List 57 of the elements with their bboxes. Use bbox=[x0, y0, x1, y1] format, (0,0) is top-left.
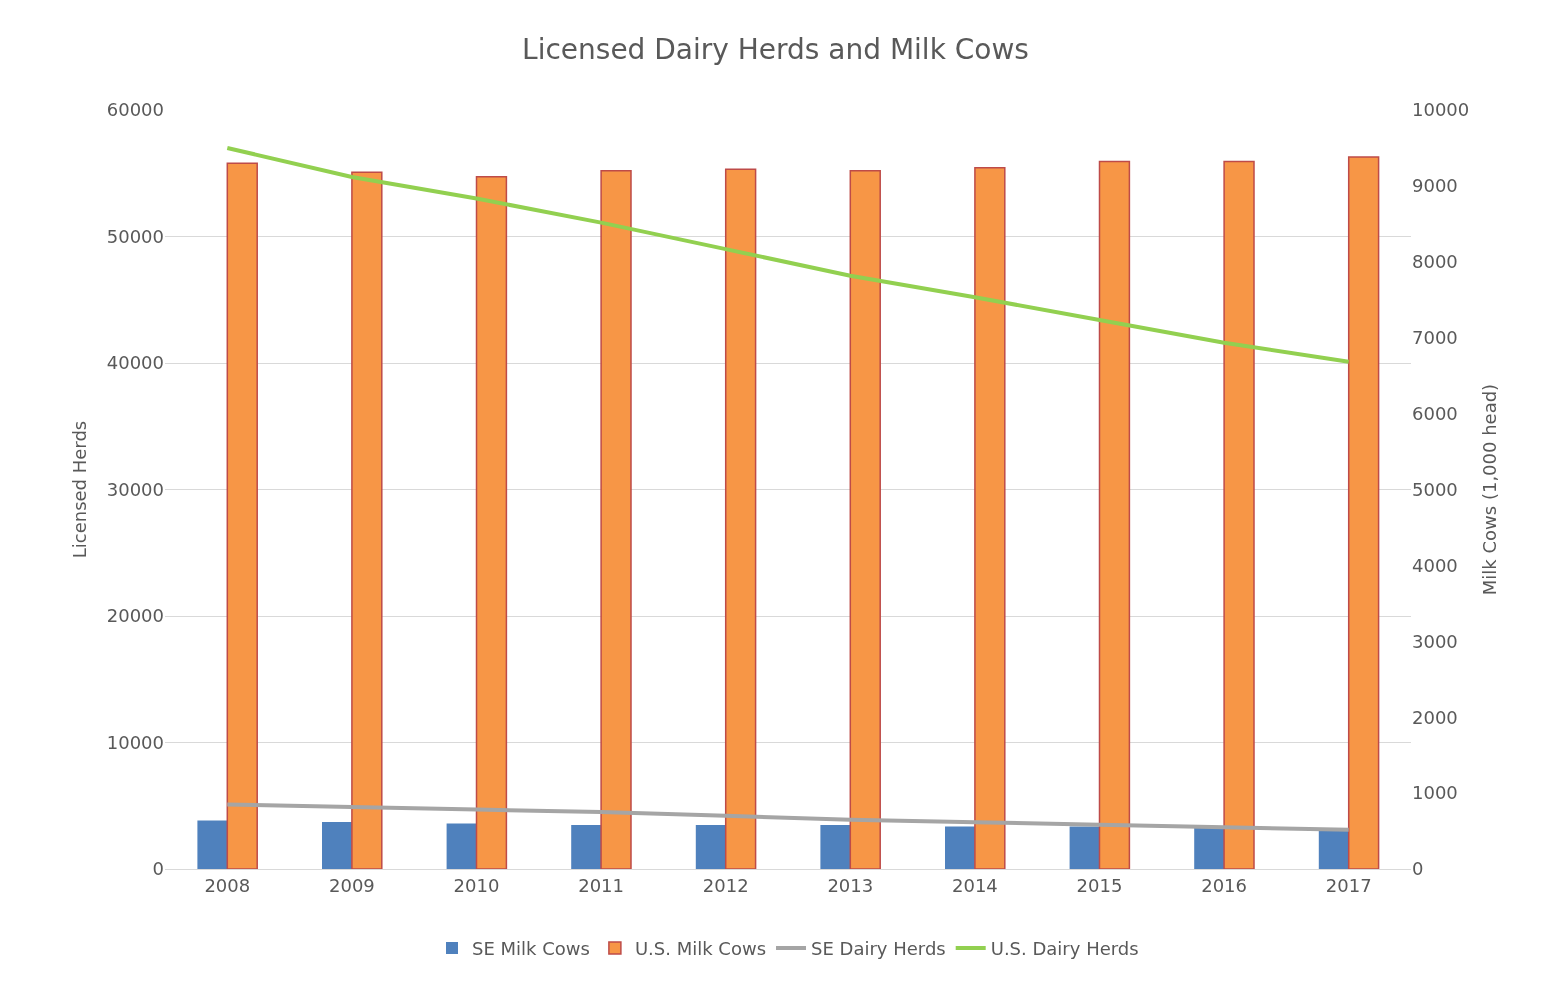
y2-tick-label: 10000 bbox=[1412, 99, 1470, 121]
x-tick-label: 2014 bbox=[951, 874, 998, 896]
y2-tick-label: 1000 bbox=[1412, 782, 1458, 804]
bar bbox=[351, 171, 383, 869]
legend-label: U.S. Dairy Herds bbox=[990, 937, 1139, 959]
line-series bbox=[225, 145, 1351, 364]
y-tick-label: 10000 bbox=[106, 731, 164, 753]
x-tick-label: 2011 bbox=[578, 874, 625, 896]
bar bbox=[945, 826, 975, 869]
bar bbox=[475, 176, 508, 869]
bar bbox=[226, 162, 258, 869]
bar bbox=[1347, 156, 1380, 869]
x-tick-label: 2010 bbox=[453, 874, 500, 896]
y2-tick-label: 6000 bbox=[1412, 402, 1458, 424]
x-tick-label: 2017 bbox=[1325, 874, 1372, 896]
bar bbox=[600, 169, 632, 869]
x-tick-label: 2008 bbox=[204, 874, 251, 896]
y-tick-label: 20000 bbox=[106, 605, 164, 627]
bar bbox=[322, 821, 352, 869]
bar bbox=[974, 166, 1006, 869]
y-tick-label: 50000 bbox=[106, 225, 164, 247]
bar bbox=[1069, 826, 1100, 869]
bar bbox=[849, 169, 881, 869]
y2-tick-label: 4000 bbox=[1412, 554, 1458, 576]
y-axis-title: Licensed Herds bbox=[68, 420, 90, 559]
bar bbox=[446, 823, 477, 869]
y2-tick-label: 0 bbox=[1412, 858, 1424, 880]
y-tick-label: 30000 bbox=[106, 478, 164, 500]
bar bbox=[724, 168, 757, 869]
bar bbox=[1098, 160, 1131, 869]
bar bbox=[1194, 828, 1225, 869]
y2-tick-label: 3000 bbox=[1412, 630, 1458, 652]
y2-tick-label: 7000 bbox=[1412, 327, 1458, 348]
legend-label: SE Dairy Herds bbox=[811, 937, 946, 959]
x-tick-label: 2016 bbox=[1201, 874, 1248, 896]
x-tick-label: 2009 bbox=[328, 874, 375, 896]
y2-tick-label: 9000 bbox=[1412, 175, 1458, 197]
bar bbox=[1318, 829, 1349, 869]
legend-label: U.S. Milk Cows bbox=[634, 937, 767, 959]
y2-tick-label: 8000 bbox=[1412, 251, 1458, 273]
y2-tick-label: 2000 bbox=[1412, 706, 1458, 728]
bar bbox=[197, 820, 228, 869]
x-tick-label: 2015 bbox=[1076, 874, 1123, 896]
bar bbox=[1223, 160, 1255, 869]
y-tick-label: 60000 bbox=[106, 99, 164, 121]
chart-title: Licensed Dairy Herds and Milk Cows bbox=[522, 33, 1029, 67]
y-tick-label: 40000 bbox=[106, 352, 164, 374]
y-tick-label: 0 bbox=[152, 858, 164, 880]
x-tick-label: 2012 bbox=[702, 874, 749, 896]
x-tick-label: 2013 bbox=[827, 874, 874, 896]
line-series bbox=[225, 802, 1351, 832]
bar bbox=[571, 824, 602, 869]
y2-tick-label: 5000 bbox=[1412, 478, 1458, 500]
y2-axis-title: Milk Cows (1,000 head) bbox=[1479, 383, 1501, 596]
bar bbox=[820, 824, 851, 869]
legend-label: SE Milk Cows bbox=[472, 937, 590, 959]
bar bbox=[695, 824, 726, 869]
